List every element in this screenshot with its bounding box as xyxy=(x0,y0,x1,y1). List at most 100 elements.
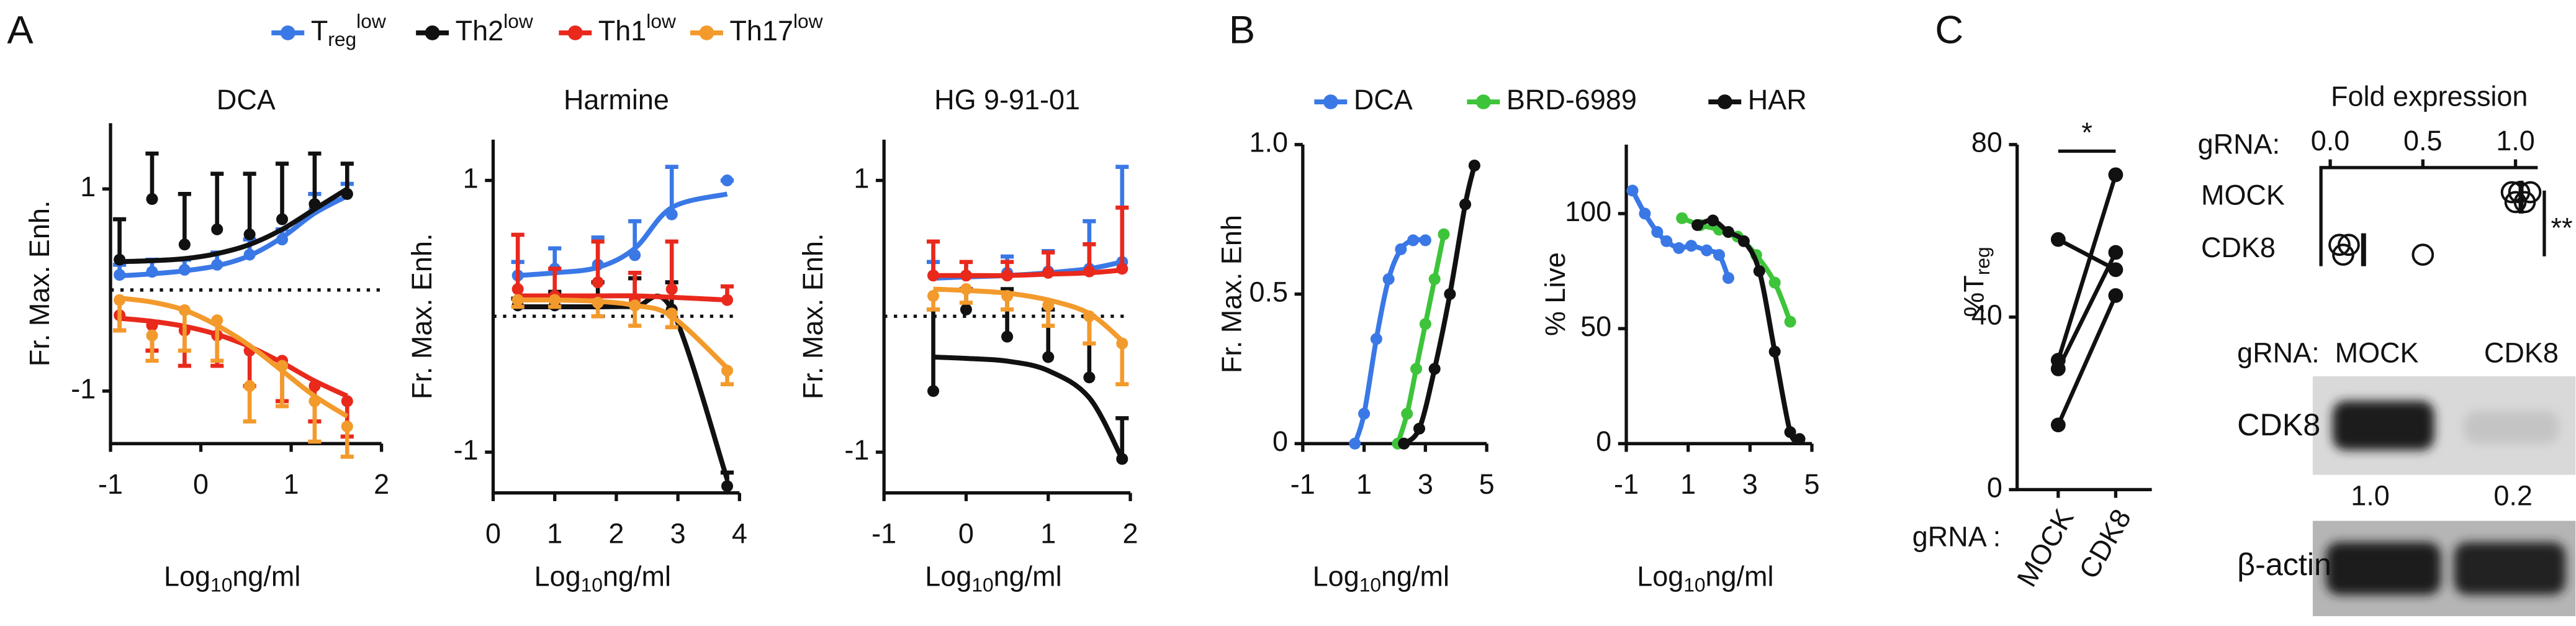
data-point xyxy=(2108,245,2123,260)
data-point xyxy=(1753,265,1765,278)
legend-swatch xyxy=(1323,94,1338,109)
y-tick-label: 50 xyxy=(1580,311,1611,342)
panel-label: C xyxy=(1935,9,1963,52)
x-tick-label: 1 xyxy=(547,517,562,549)
x-tick-label: 1 xyxy=(1680,468,1696,500)
data-point xyxy=(178,304,191,317)
data-point xyxy=(1382,273,1395,286)
row-label: CDK8 xyxy=(2201,232,2276,263)
data-point xyxy=(1401,407,1413,420)
axes xyxy=(2319,166,2538,266)
data-point xyxy=(960,270,972,282)
legend-swatch xyxy=(567,25,583,40)
data-point xyxy=(2050,232,2066,247)
x-axis-label-part: ng/ml xyxy=(1381,560,1449,592)
blot-header: gRNA: xyxy=(2237,337,2319,368)
data-point xyxy=(243,228,256,240)
error-bar xyxy=(210,171,224,230)
x-tick-label: -1 xyxy=(98,468,123,500)
data-point xyxy=(308,198,321,211)
data-point xyxy=(243,380,256,392)
significance: ** xyxy=(2551,212,2573,243)
x-tick-label: 0.5 xyxy=(2403,125,2443,156)
data-point xyxy=(243,248,256,261)
data-point xyxy=(146,266,158,278)
x-axis-label-part: 10 xyxy=(581,574,603,596)
x-tick-label: 2 xyxy=(608,517,624,549)
x-axis-label-part: 10 xyxy=(1683,574,1705,596)
x-axis-label-part: ng/ml xyxy=(1706,560,1774,592)
y-axis-label: Fr. Max. Enh. xyxy=(406,234,438,399)
y-tick-label: -1 xyxy=(844,434,869,466)
data-point xyxy=(511,294,524,306)
error-bar xyxy=(178,192,191,245)
x-tick-label: 0 xyxy=(958,517,974,549)
x-axis-label: Log10ng/ml xyxy=(925,560,1061,596)
data-point xyxy=(721,174,734,187)
blot-quant: 1.0 xyxy=(2351,480,2390,512)
data-point xyxy=(1001,289,1014,302)
data-point xyxy=(1395,243,1407,255)
error-bar xyxy=(308,401,322,444)
data-point xyxy=(1691,219,1704,231)
error-bar xyxy=(275,161,289,220)
data-point xyxy=(1468,160,1480,172)
blot-row-label: CDK8 xyxy=(2237,407,2320,442)
x-tick-label: 2 xyxy=(374,468,389,500)
data-point xyxy=(1438,228,1450,240)
data-point xyxy=(2328,234,2351,256)
x-axis-label: Log10ng/ml xyxy=(1637,560,1773,596)
x-tick-label: 5 xyxy=(1804,468,1819,500)
legend-entry-part: Th1 xyxy=(598,15,647,47)
fit-curve xyxy=(119,186,349,265)
data-point xyxy=(211,258,223,271)
x-tick-label: 2 xyxy=(1123,517,1138,549)
y-tick-label: 0 xyxy=(1596,425,1611,457)
error-bar xyxy=(275,366,289,409)
y-tick-label: 1 xyxy=(853,162,869,194)
x-tick-label: 1 xyxy=(1040,517,1056,549)
data-point xyxy=(1083,371,1096,384)
data-point xyxy=(1370,333,1382,345)
x-axis-label-part: Log xyxy=(925,560,971,592)
x-tick-label: 0 xyxy=(485,517,501,549)
chart-title: Harmine xyxy=(564,84,669,116)
chart-title: Fold expression xyxy=(2331,81,2528,112)
pair-line xyxy=(2057,237,2117,272)
data-point xyxy=(1713,249,1726,261)
x-axis-label-part: Log xyxy=(1313,560,1359,592)
blot-band xyxy=(2326,542,2441,595)
data-point xyxy=(211,223,223,235)
x-tick-label: -1 xyxy=(1290,468,1315,500)
data-point xyxy=(1116,453,1128,465)
fit-curve xyxy=(933,354,1125,460)
legend-entry-part: low xyxy=(356,10,386,32)
data-point xyxy=(276,213,289,225)
data-point xyxy=(1398,437,1410,450)
error-bar xyxy=(210,320,224,363)
legend-swatch xyxy=(1475,94,1491,109)
chart-title: DCA xyxy=(217,84,276,116)
error-bar xyxy=(665,239,678,289)
error-bar xyxy=(1115,416,1129,460)
x-tick-label: 3 xyxy=(1418,468,1433,500)
error-bar xyxy=(113,217,127,260)
legend-swatch xyxy=(280,25,295,40)
blot-lane: CDK8 xyxy=(2484,337,2559,368)
y-tick-label: -1 xyxy=(71,373,96,405)
y-tick-label: 0.5 xyxy=(1249,276,1288,307)
x-axis-label-part: ng/ml xyxy=(232,560,300,592)
x-axis-label-part: Log xyxy=(534,560,581,592)
data-point xyxy=(629,249,641,261)
data-point xyxy=(511,283,524,296)
y-tick-label: 1.0 xyxy=(1249,127,1288,158)
error-bar xyxy=(178,310,191,353)
x-tick-label: 1.0 xyxy=(2496,125,2535,156)
data-point xyxy=(1660,235,1673,247)
data-point xyxy=(1407,234,1420,247)
y-tick-label: 40 xyxy=(1971,299,2002,330)
data-point xyxy=(211,314,223,327)
x-axis-label-part: Log xyxy=(1637,560,1683,592)
data-point xyxy=(114,294,126,306)
